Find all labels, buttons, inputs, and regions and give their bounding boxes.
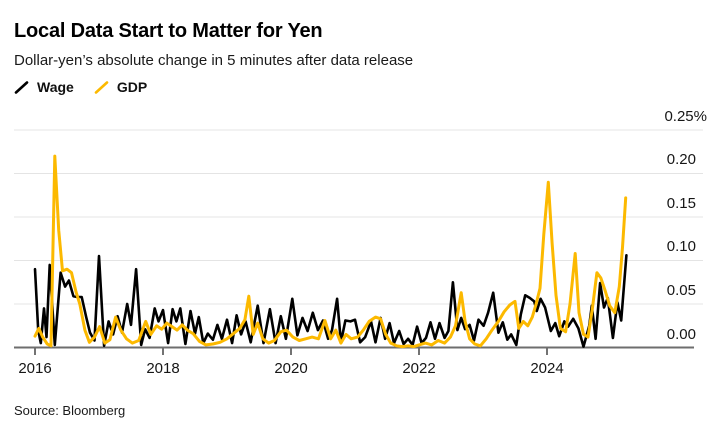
gdp-line-swatch-icon — [94, 80, 109, 94]
y-tick-label-0.20: 0.20 — [666, 151, 696, 168]
gridlines — [14, 129, 703, 305]
legend-label-gdp: GDP — [116, 79, 148, 95]
x-tick-label-2024: 2024 — [530, 360, 564, 377]
legend-item-gdp: GDP — [94, 79, 147, 95]
x-tick-label-2020: 2020 — [274, 360, 308, 377]
legend: Wage GDP — [14, 79, 147, 95]
x-tick-label-2016: 2016 — [18, 360, 52, 377]
x-axis — [14, 346, 694, 355]
y-tick-label-0.25pct: 0.25% — [664, 108, 707, 125]
x-tick-label-2018: 2018 — [146, 360, 180, 377]
y-tick-label-0.00: 0.00 — [666, 326, 696, 343]
legend-item-wage: Wage — [14, 79, 74, 95]
page-title: Local Data Start to Matter for Yen — [14, 20, 323, 42]
y-tick-label-0.05: 0.05 — [666, 282, 696, 299]
source-note: Source: Bloomberg — [14, 403, 126, 418]
y-tick-label-0.15: 0.15 — [666, 195, 696, 212]
x-tick-label-2022: 2022 — [402, 360, 436, 377]
y-tick-label-0.10: 0.10 — [666, 238, 696, 255]
wage-line-swatch-icon — [14, 80, 29, 94]
series-lines — [33, 154, 628, 349]
chart-subtitle: Dollar-yen’s absolute change in 5 minute… — [14, 52, 414, 69]
legend-label-wage: Wage — [37, 79, 74, 95]
